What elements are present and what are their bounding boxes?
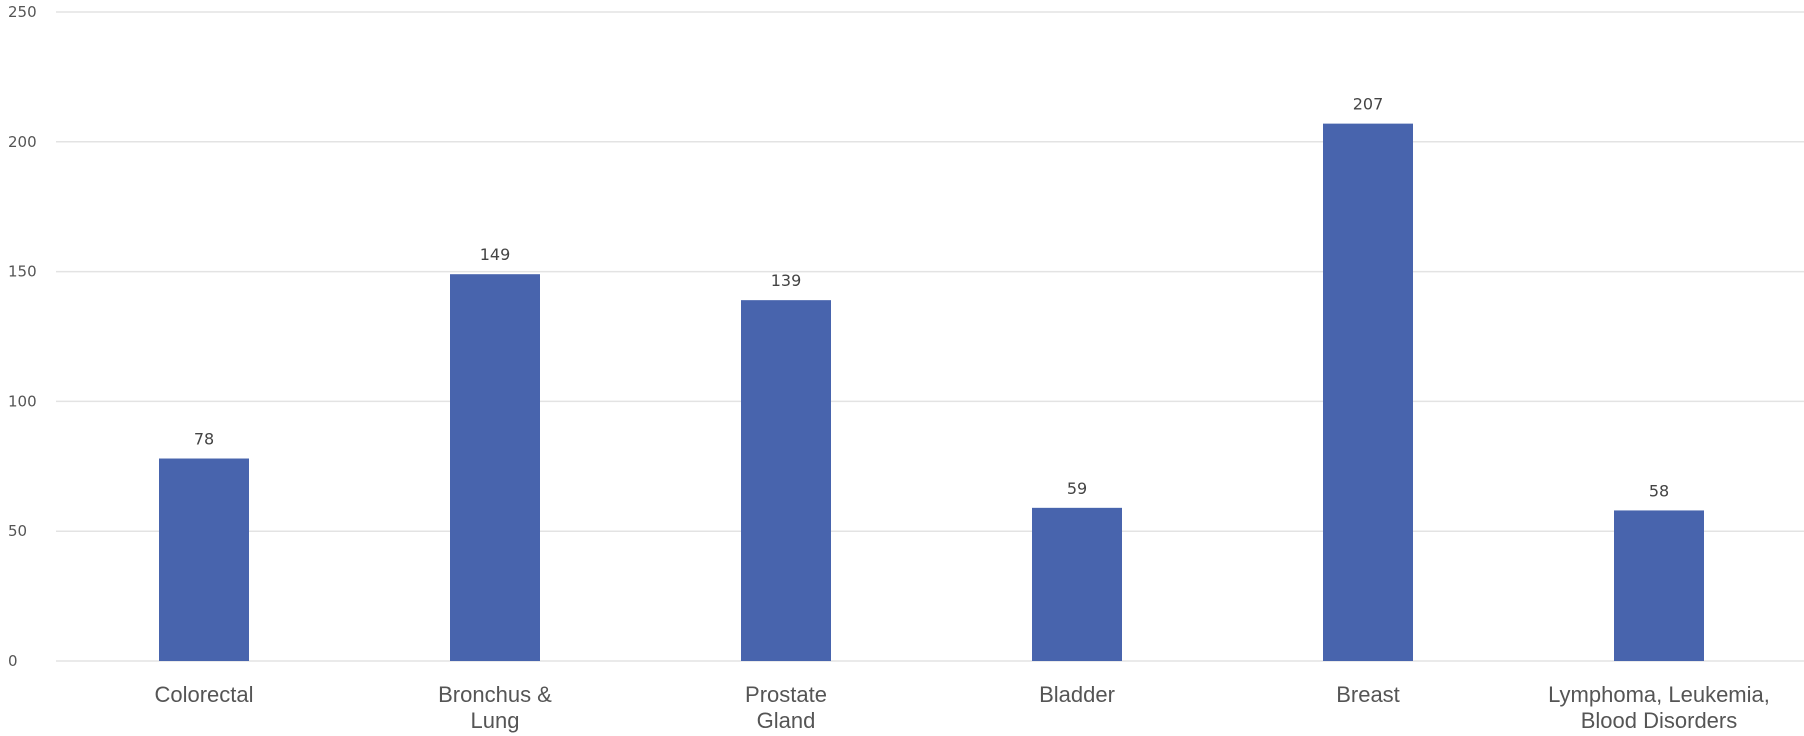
x-tick-label: Colorectal — [154, 682, 253, 707]
x-tick-label-line: Bronchus & — [438, 682, 552, 707]
data-label: 139 — [771, 271, 802, 290]
bar — [1614, 510, 1704, 661]
x-axis-tick-labels: Colorectal Bronchus & Lung Prostate Gland Bla… — [154, 682, 1769, 733]
x-tick-label-line: Blood Disorders — [1581, 708, 1738, 733]
x-tick-label-line: Prostate — [745, 682, 827, 707]
bar — [159, 458, 249, 661]
x-tick-label-line: Breast — [1336, 682, 1400, 707]
x-tick-label: Breast — [1336, 682, 1400, 707]
bar — [1323, 123, 1413, 662]
bar — [741, 300, 831, 661]
y-axis-tick-labels: 0 50 100 150 200 250 — [8, 3, 37, 670]
x-tick-label: Prostate Gland — [745, 682, 827, 733]
x-tick-label: Bladder — [1039, 682, 1115, 707]
data-label: 78 — [194, 430, 214, 449]
x-tick-label: Lymphoma, Leukemia, Blood Disorders — [1548, 682, 1770, 733]
y-tick-label: 250 — [8, 3, 37, 21]
data-label: 207 — [1353, 95, 1384, 114]
y-tick-label: 50 — [8, 522, 27, 540]
data-labels: 78 149 139 59 207 58 — [194, 95, 1669, 501]
x-tick-label-line: Gland — [757, 708, 816, 733]
bars — [159, 123, 1704, 662]
data-label: 149 — [480, 245, 511, 264]
y-tick-label: 150 — [8, 263, 37, 281]
data-label: 59 — [1067, 479, 1087, 498]
x-tick-label-line: Lung — [471, 708, 520, 733]
gridlines — [56, 11, 1804, 662]
x-tick-label: Bronchus & Lung — [438, 682, 552, 733]
y-tick-label: 200 — [8, 133, 37, 151]
data-label: 58 — [1649, 481, 1669, 500]
y-tick-label: 0 — [8, 652, 18, 670]
y-tick-label: 100 — [8, 392, 37, 410]
x-tick-label-line: Lymphoma, Leukemia, — [1548, 682, 1770, 707]
x-tick-label-line: Bladder — [1039, 682, 1115, 707]
bar — [1032, 507, 1122, 661]
x-tick-label-line: Colorectal — [154, 682, 253, 707]
bar — [450, 274, 540, 661]
